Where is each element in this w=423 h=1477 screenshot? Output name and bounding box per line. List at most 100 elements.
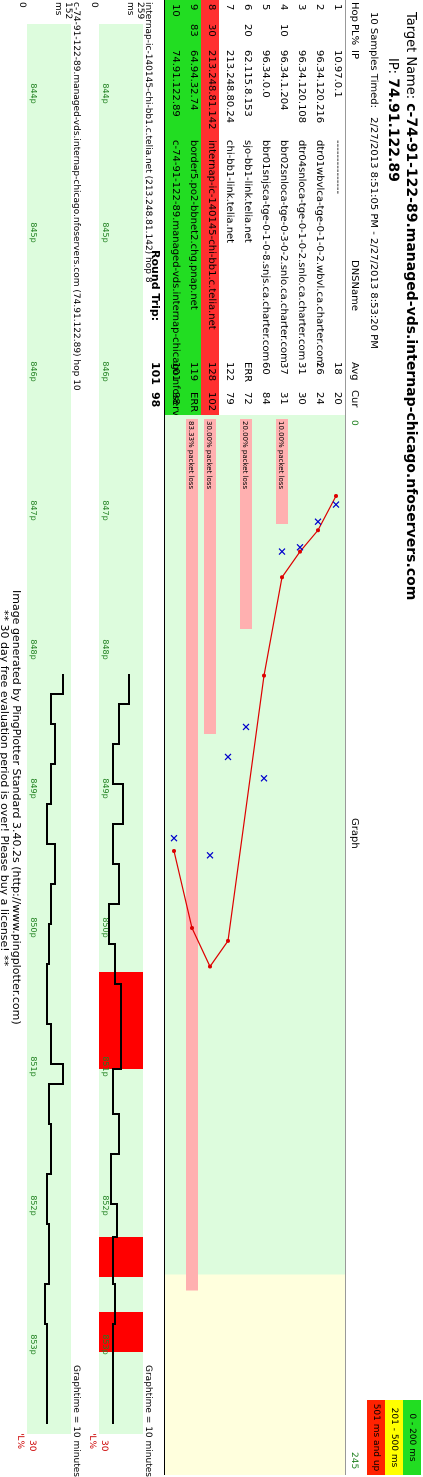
hop-cur: 72 (242, 392, 253, 405)
loss-label: 10.00% packet loss (277, 421, 285, 489)
hop-avg: 31 (296, 362, 307, 375)
avg-point (226, 938, 230, 943)
cur-marker (242, 723, 250, 731)
footer-license: ** 30 day free evaluation period is over… (0, 610, 11, 967)
avg-point (280, 575, 284, 580)
col-avg: Avg (349, 362, 360, 381)
timeline1-plmax: 30 (99, 1440, 109, 1452)
hop-avg: 18 (332, 362, 343, 375)
timeline1-graph: 844p 845p 846p 847p 848p 849p 850p 851p 852p 853p (87, 24, 143, 1434)
hop-ip: 96.34.120.216 (314, 50, 325, 124)
ip-line: IP: 74.91.122.89 (385, 58, 401, 182)
timeline2-graph: 844p 845p 846p 847p 848p 849p 850p 851p 852p 853p (15, 24, 71, 1434)
timeline-hop10: c-74-91-122-89.managed-vds.internap-chic… (9, 0, 81, 1477)
time-tick: 853p (29, 1334, 38, 1354)
time-tick: 844p (29, 83, 38, 103)
timeline-pl-bg (87, 24, 99, 1434)
timeline2-plmax: 30 (27, 1440, 37, 1452)
hop-pl: 83 (188, 24, 199, 37)
hop-avg: 37 (278, 362, 289, 375)
timeline2-graphtime: Graphtime = 10 minutes (71, 1365, 81, 1477)
graph-bg-warn (165, 1274, 345, 1475)
time-tick: 846p (101, 361, 110, 381)
hop-cur: 30 (296, 392, 307, 405)
time-tick: 848p (101, 639, 110, 659)
hop-cur: 20 (332, 392, 343, 405)
hop-dns: border5.po2-bbnet2.chg.pnap.net (188, 140, 199, 310)
hop-avg: 122 (224, 362, 235, 382)
footer-generated: Image generated by PingPlotter Standard … (10, 590, 23, 1025)
hop-number: 9 (188, 4, 199, 11)
cur-marker (296, 543, 304, 551)
hop-number: 2 (314, 4, 325, 11)
hop-row[interactable]: 8 30 213.248.81.142 internap-ic-140145-chi-… (201, 0, 219, 415)
time-tick: 852p (29, 1195, 38, 1215)
timeline2-title: c-74-91-122-89.managed-vds.internap-chic… (71, 2, 81, 391)
time-tick: 850p (29, 917, 38, 937)
time-tick: 849p (29, 778, 38, 798)
timeline-pl-bg (15, 24, 27, 1434)
hop-number: 6 (242, 4, 253, 11)
loss-bar (240, 419, 252, 629)
graph-axis-min: 0 (349, 420, 359, 426)
timeline1-graphtime: Graphtime = 10 minutes (143, 1365, 153, 1477)
latency-graph: 10.00% packet loss 20.00% packet loss 30.0… (165, 415, 345, 1475)
hop-pl: 30 (206, 24, 217, 37)
hop-row[interactable]: 1 10.97.0.1 --------------- 18 20 (327, 0, 345, 415)
hop-row[interactable]: 2 96.34.120.216 dtr01wbvlca-tge-0-1-0-2.wb… (309, 0, 327, 415)
col-dns: DNSName (349, 260, 360, 312)
latency-trace (108, 674, 130, 1424)
hop-number: 7 (224, 4, 235, 11)
timeline2-unit: ms (53, 2, 63, 16)
loss-bar (186, 419, 198, 1291)
hop-number: 8 (206, 4, 217, 11)
hop-ip: 96.34.0.0 (260, 50, 271, 98)
hop-row[interactable]: 3 96.34.120.108 dtr04snloca-tge-0-1-0-2.sn… (291, 0, 309, 415)
target-label: Target Name: (403, 12, 418, 100)
hop-cur: 79 (224, 392, 235, 405)
target-name: c-74-91-122-89.managed-vds.internap-chic… (403, 103, 419, 601)
col-cur: Cur (349, 390, 360, 408)
hop-row[interactable]: 7 213.248.80.24 chi-bb1-link.telia.net 122 7… (219, 0, 237, 415)
table-header: Hop PL% IP DNSName Avg Cur Graph (345, 0, 361, 1475)
samples-label: 10 Samples Timed: (368, 12, 379, 108)
loss-bar (276, 419, 288, 524)
time-tick: 845p (29, 222, 38, 242)
hop-dns: bbr01snjsca-tge-0-1-0-8.snjs.ca.charter.… (260, 140, 271, 362)
hop-dns: internap-ic-140145-chi-bb1.c.telia.net (206, 140, 217, 330)
hop-ip: 64.94.32.74 (188, 50, 199, 111)
timeline1-zero: 0 (89, 2, 99, 8)
loss-label: 30.00% packet loss (205, 421, 213, 489)
hop-dns: --------------- (332, 140, 343, 195)
hop-ip: 10.97.0.1 (332, 50, 343, 98)
hop-ip: 96.34.1.204 (278, 50, 289, 111)
hop-row[interactable]: 9 83 64.94.32.74 border5.po2-bbnet2.chg.pna… (183, 0, 201, 415)
ip-label: IP: (385, 58, 400, 75)
loss-label: 20.00% packet loss (241, 421, 249, 489)
hop-ip: 96.34.120.108 (296, 50, 307, 124)
cur-marker (278, 548, 286, 556)
time-tick: 847p (101, 500, 110, 520)
time-tick: 853p (101, 1334, 110, 1354)
hop-cur: 31 (278, 392, 289, 405)
timeline2-ymax: 152 (63, 2, 73, 20)
hop-row[interactable]: 4 10 96.34.1.204 bbr02snloca-tge-0-3-0-2.sn… (273, 0, 291, 415)
hop-row[interactable]: 6 20 62.115.8.153 sjo-bb1-link.telia.net ERR… (237, 0, 255, 415)
hop-pl: 20 (242, 24, 253, 37)
hop-row[interactable]: 10 74.91.122.89 c-74-91-122-89.managed-vds… (165, 0, 183, 456)
hop-number: 10 (170, 4, 181, 17)
time-tick: 848p (29, 639, 38, 659)
hop-ip: 213.248.81.142 (206, 50, 217, 130)
loss-period (99, 1312, 143, 1352)
time-tick: 849p (101, 778, 110, 798)
timeline-bg (99, 24, 143, 1434)
hop-pl: 10 (278, 24, 289, 37)
time-tick: 845p (101, 222, 110, 242)
avg-point (172, 849, 176, 854)
hop-row[interactable]: 5 96.34.0.0 bbr01snjsca-tge-0-1-0-8.snjs.c… (255, 0, 273, 415)
loss-bar (204, 419, 216, 734)
avg-point (316, 528, 320, 533)
cur-marker (224, 753, 232, 761)
cur-marker (170, 834, 178, 842)
hop-ip: 213.248.80.24 (224, 50, 235, 124)
